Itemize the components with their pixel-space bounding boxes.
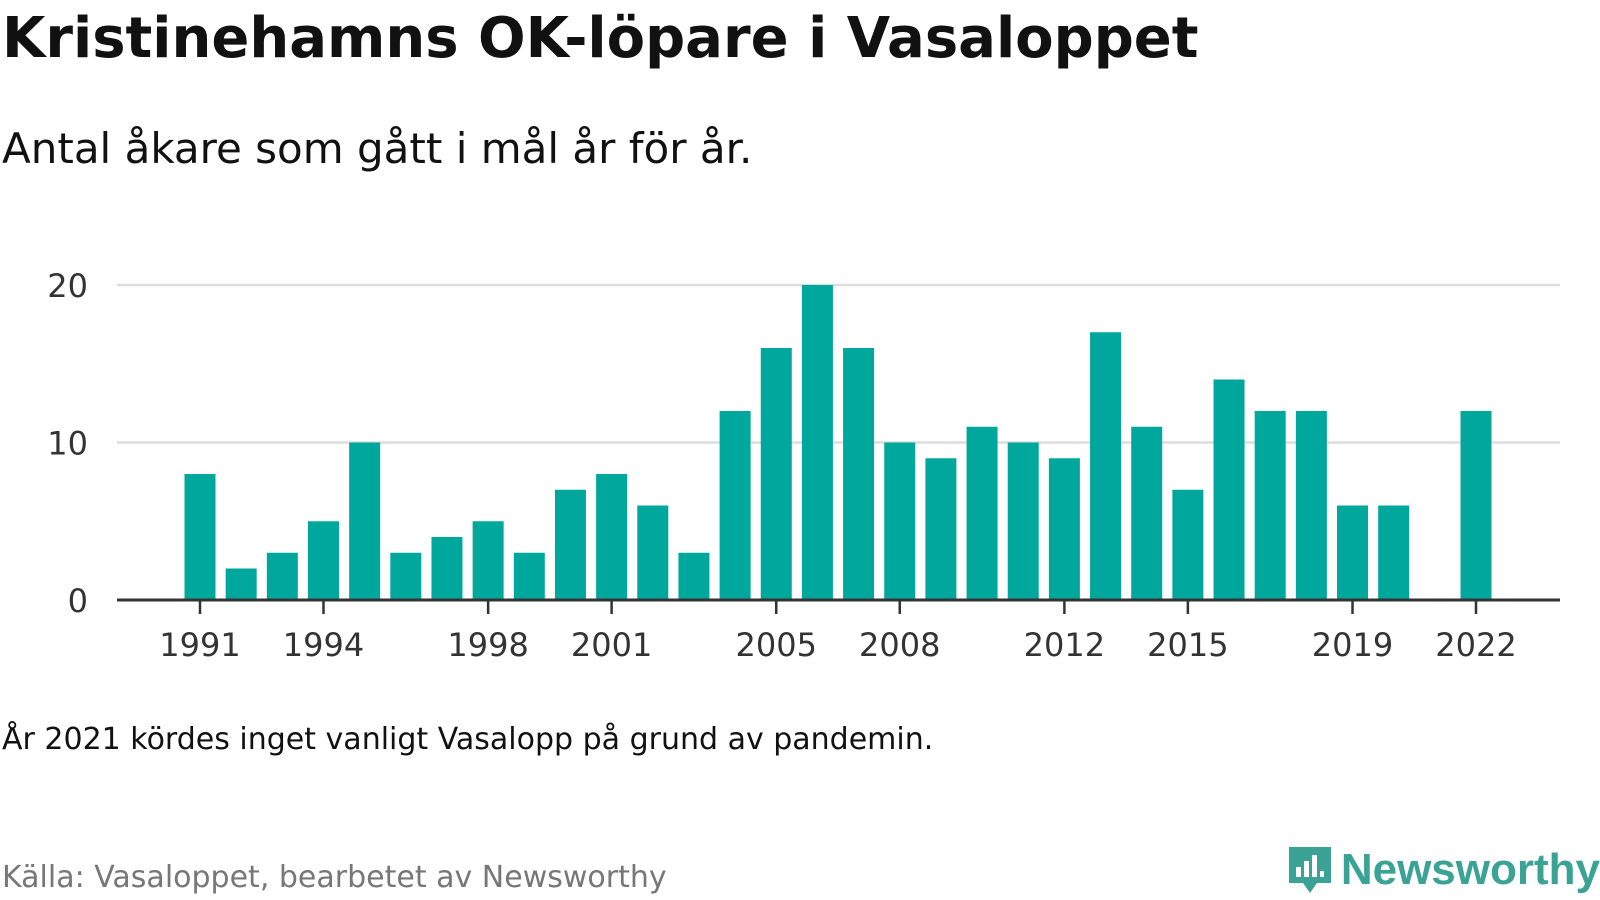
bar-2015	[1172, 489, 1204, 600]
bar-2008	[884, 442, 916, 600]
bar-2020	[1378, 505, 1410, 600]
bar-2009	[925, 458, 957, 600]
bar-2019	[1337, 505, 1369, 600]
x-tick-label: 2005	[736, 626, 817, 664]
x-tick-label: 1998	[447, 626, 528, 664]
newsworthy-logo: Newsworthy	[1287, 842, 1600, 898]
bar-1994	[307, 521, 339, 600]
bar-1996	[390, 552, 422, 600]
bar-2007	[843, 348, 875, 600]
bar-2004	[719, 411, 751, 600]
chart-title: Kristinehamns OK-löpare i Vasaloppet	[2, 6, 1199, 71]
y-tick-label: 20	[47, 267, 88, 305]
bar-2012	[1048, 458, 1080, 600]
bar-1991	[184, 474, 216, 600]
x-axis-ticks: 1991 1994 1998 2001 2005 2008 2012 2015 2019 2022	[159, 600, 1517, 664]
bar-1993	[266, 552, 298, 600]
gridlines	[117, 283, 1560, 444]
bar-2011	[1007, 442, 1039, 600]
bar-chart: 0 10 20 1991 1994 1998 2001 2005 2008 2012 2015 20…	[47, 267, 1560, 664]
x-tick-label: 1991	[159, 626, 240, 664]
bar-1999	[513, 552, 545, 600]
x-tick-label: 2022	[1435, 626, 1516, 664]
bar-2010	[966, 426, 998, 600]
bar-1997	[431, 537, 463, 600]
bar-1992	[225, 568, 257, 600]
bar-1998	[472, 521, 504, 600]
y-tick-label: 0	[68, 582, 88, 620]
bars	[184, 285, 1492, 600]
bar-2014	[1131, 426, 1163, 600]
source-credit: Källa: Vasaloppet, bearbetet av Newswort…	[2, 860, 667, 895]
bar-1995	[349, 442, 381, 600]
bar-2003	[678, 552, 710, 600]
bar-2000	[554, 489, 586, 600]
bar-2005	[760, 348, 792, 600]
x-tick-label: 1994	[283, 626, 364, 664]
x-tick-label: 2019	[1312, 626, 1393, 664]
chart-subtitle: Antal åkare som gått i mål år för år.	[2, 124, 753, 173]
bar-2002	[637, 505, 669, 600]
x-tick-label: 2012	[1024, 626, 1105, 664]
newsworthy-chart-icon	[1288, 847, 1331, 893]
bar-2018	[1295, 411, 1327, 600]
logo-text: Newsworthy	[1340, 845, 1600, 894]
bar-2017	[1254, 411, 1286, 600]
y-axis-ticks: 0 10 20	[47, 267, 88, 620]
x-tick-label: 2001	[571, 626, 652, 664]
bar-2013	[1090, 332, 1122, 600]
x-tick-label: 2015	[1147, 626, 1228, 664]
chart-note: År 2021 kördes inget vanligt Vasalopp på…	[2, 722, 934, 757]
x-tick-label: 2008	[859, 626, 940, 664]
bar-2006	[801, 285, 833, 600]
bar-2016	[1213, 379, 1245, 600]
y-tick-label: 10	[47, 425, 88, 463]
bar-2022	[1460, 411, 1492, 600]
bar-2001	[596, 474, 628, 600]
